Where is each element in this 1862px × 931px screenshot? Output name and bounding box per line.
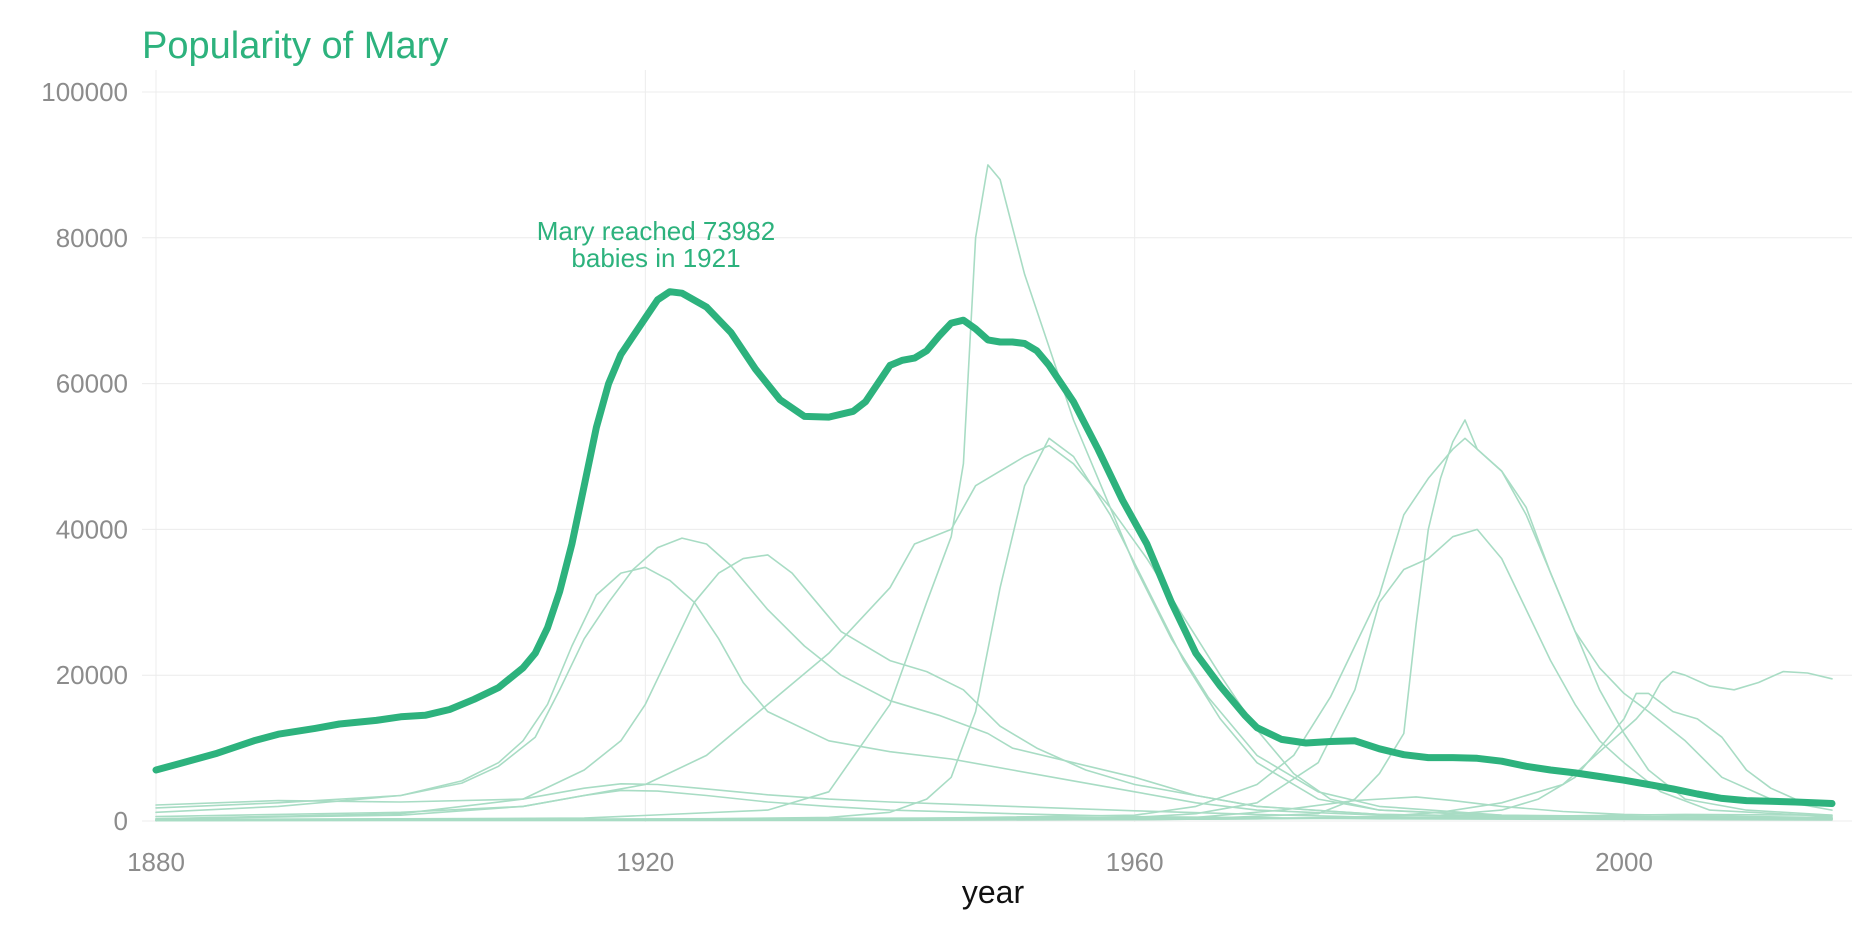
background-series-line	[155, 670, 1833, 821]
y-tick-label: 40000	[56, 514, 128, 544]
y-tick-label: 20000	[56, 660, 128, 690]
background-series-line	[155, 437, 1833, 822]
mary-series-line	[152, 288, 1836, 807]
annotation-line-2: babies in 1921	[571, 243, 740, 273]
y-tick-label: 80000	[56, 223, 128, 253]
background-series-line	[155, 437, 1833, 822]
background-series-line	[155, 164, 1833, 821]
chart-title: Popularity of Mary	[142, 25, 448, 67]
background-series-line	[155, 813, 1833, 822]
x-tick-label: 1920	[616, 847, 674, 877]
x-axis-tick-labels: 1880 1920 1960 2000	[127, 847, 1653, 877]
x-tick-label: 1880	[127, 847, 185, 877]
background-series-line	[155, 554, 1833, 820]
background-series-line	[155, 444, 1833, 820]
x-tick-label: 2000	[1595, 847, 1653, 877]
y-tick-label: 60000	[56, 369, 128, 399]
gridlines	[142, 70, 1852, 822]
annotation-line-1: Mary reached 73982	[537, 216, 775, 246]
background-series	[155, 164, 1833, 822]
background-series-line	[155, 692, 1833, 822]
y-tick-label: 100000	[41, 77, 128, 107]
background-series-line	[155, 419, 1833, 822]
background-series-line	[155, 528, 1833, 822]
background-series-line	[155, 789, 1833, 821]
background-series-line	[155, 566, 1833, 820]
y-tick-label: 0	[114, 806, 128, 836]
x-tick-label: 1960	[1106, 847, 1164, 877]
y-axis-tick-labels: 0 20000 40000 60000 80000 100000	[41, 77, 128, 836]
background-series-line	[155, 783, 1833, 821]
highlight-series	[152, 288, 1836, 807]
x-axis-title: year	[962, 874, 1025, 910]
background-series-line	[155, 537, 1833, 820]
